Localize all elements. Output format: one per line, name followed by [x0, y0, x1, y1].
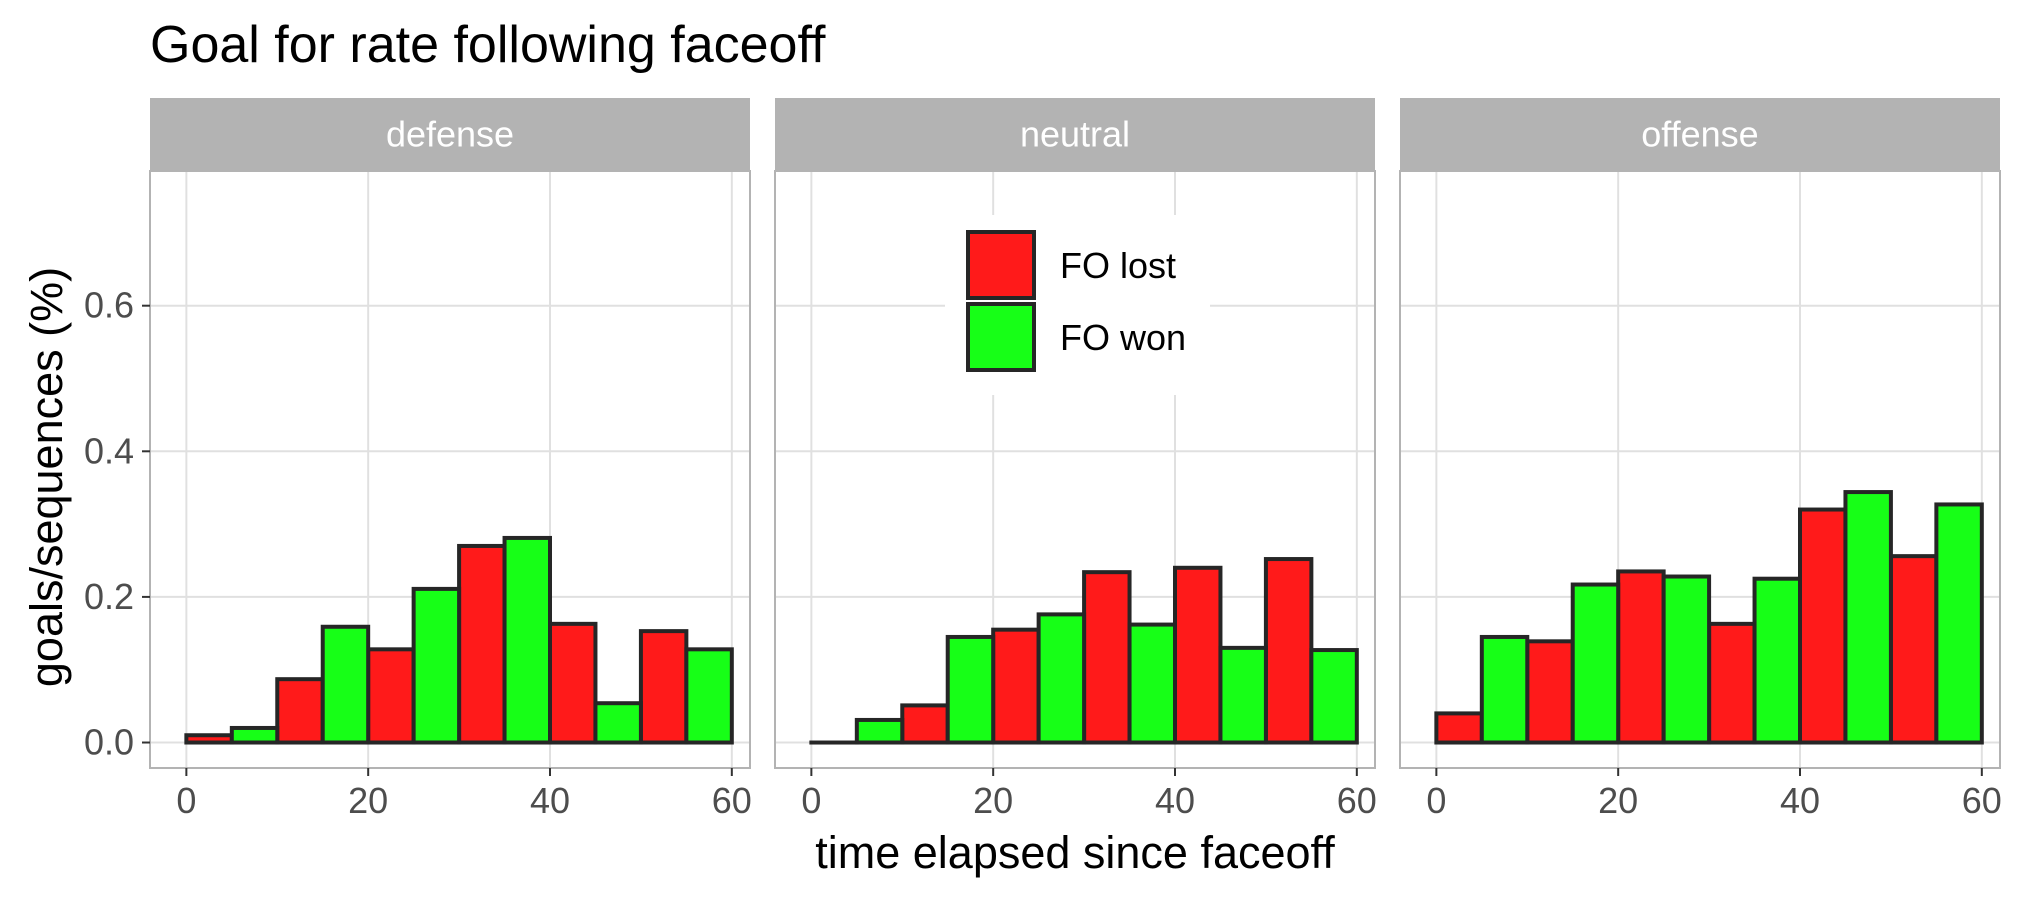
x-tick-label: 40 [530, 780, 570, 821]
bar-offense-fo-won-4 [1843, 490, 1893, 745]
bar-neutral-fo-lost-4 [1173, 565, 1223, 745]
bar-offense-fo-won-2 [1661, 574, 1712, 745]
bar-offense-fo-lost-0 [1434, 711, 1484, 745]
bar-offense-fo-lost-1 [1525, 639, 1575, 745]
x-tick-label: 0 [176, 780, 196, 821]
bar-defense-fo-won-5 [684, 647, 734, 745]
x-tick-label: 20 [973, 780, 1013, 821]
x-tick-label: 40 [1155, 780, 1195, 821]
y-tick-label: 0.6 [84, 285, 134, 326]
bar-offense-fo-won-0 [1479, 634, 1530, 745]
bar-neutral-fo-lost-1 [900, 703, 950, 745]
legend-label-fo-won: FO won [1060, 317, 1186, 358]
bar-offense-fo-lost-5 [1888, 554, 1939, 745]
bar-defense-fo-lost-3 [457, 543, 507, 745]
bar-neutral-fo-won-5 [1309, 648, 1359, 745]
bar-defense-fo-lost-5 [638, 629, 689, 745]
x-tick-label: 60 [1962, 780, 2002, 821]
bar-neutral-fo-won-4 [1218, 645, 1268, 745]
bar-neutral-fo-won-0 [854, 717, 905, 745]
panel-neutral: neutral 0 20 40 60 [774, 98, 1377, 821]
bar-defense-fo-lost-0 [184, 733, 234, 745]
x-tick-label: 40 [1780, 780, 1820, 821]
panel-border [1399, 170, 2001, 769]
x-tick-label: 0 [801, 780, 821, 821]
bar-offense-fo-won-1 [1570, 582, 1621, 745]
bar-neutral-fo-won-1 [945, 634, 996, 745]
strip-label-defense: defense [386, 114, 514, 155]
bar-neutral-fo-lost-2 [991, 627, 1041, 745]
strip-label-offense: offense [1641, 114, 1758, 155]
bar-offense-fo-won-5 [1934, 502, 1984, 745]
strip-offense [1400, 98, 2000, 171]
bar-defense-fo-lost-2 [366, 647, 416, 745]
panel-border [774, 170, 1376, 769]
strip-defense [150, 98, 750, 171]
chart-title: Goal for rate following faceoff [150, 16, 826, 74]
panel-defense: defense 0 20 40 60 0.0 0.2 0.4 0.6 [84, 98, 752, 821]
x-tick-label: 60 [712, 780, 752, 821]
legend-key-fo-lost [966, 230, 1036, 300]
y-tick-label: 0.2 [84, 576, 134, 617]
x-tick-label: 60 [1337, 780, 1377, 821]
x-axis-title: time elapsed since faceoff [815, 827, 1335, 878]
x-tick-label: 20 [1598, 780, 1638, 821]
bar-neutral-fo-won-2 [1036, 612, 1087, 745]
bar-neutral-fo-won-3 [1127, 622, 1177, 745]
bar-offense-fo-lost-4 [1798, 507, 1848, 745]
bar-neutral-fo-lost-3 [1082, 570, 1132, 745]
y-tick-label: 0.0 [84, 722, 134, 763]
y-tick-label: 0.4 [84, 430, 134, 471]
x-tick-label: 0 [1426, 780, 1446, 821]
bar-defense-fo-won-2 [411, 586, 462, 745]
legend-label-fo-lost: FO lost [1060, 245, 1176, 286]
bar-defense-fo-won-4 [593, 701, 643, 745]
legend-key-fo-won [966, 302, 1036, 372]
panel-offense: offense 0 20 40 60 [1399, 98, 2002, 821]
strip-neutral [775, 98, 1375, 171]
bar-defense-fo-won-0 [229, 725, 280, 745]
panels: defense 0 20 40 60 0.0 0.2 0.4 0.6 neutral 0 20 40 60… [84, 98, 2002, 821]
bar-offense-fo-lost-2 [1616, 569, 1666, 745]
panel-border [149, 170, 751, 769]
bar-defense-fo-lost-4 [548, 621, 598, 745]
bar-neutral-fo-lost-5 [1263, 557, 1314, 745]
bar-offense-fo-lost-3 [1707, 621, 1757, 745]
bar-defense-fo-won-1 [320, 624, 371, 745]
legend: FO lost FO won [945, 215, 1210, 395]
bar-defense-fo-lost-1 [275, 677, 325, 745]
strip-label-neutral: neutral [1020, 114, 1130, 155]
y-axis-title: goals/sequences (%) [21, 267, 72, 687]
bar-offense-fo-won-3 [1752, 576, 1802, 745]
x-tick-label: 20 [348, 780, 388, 821]
bar-defense-fo-won-3 [502, 535, 552, 745]
